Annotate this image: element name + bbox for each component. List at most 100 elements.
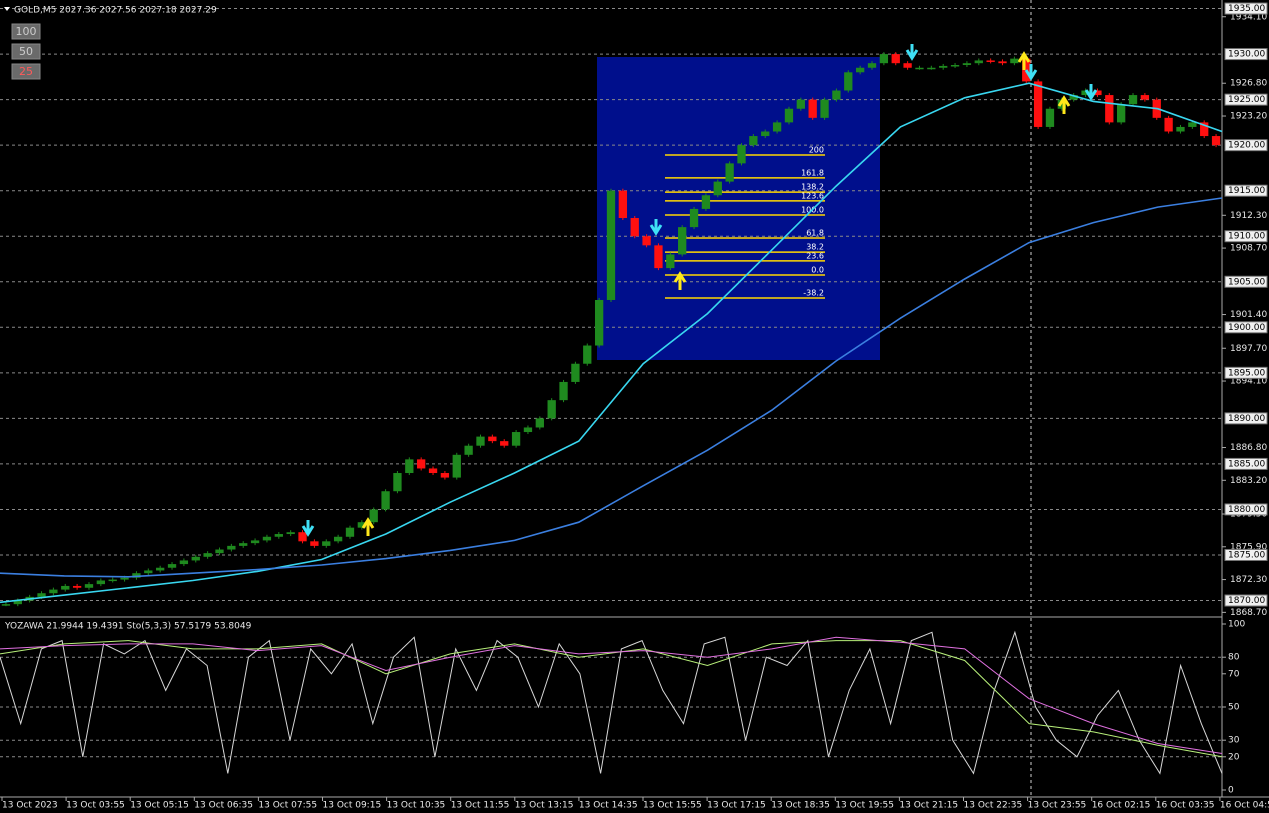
candle [998, 61, 1007, 64]
candle [1033, 81, 1043, 127]
candle [250, 540, 260, 544]
candle [820, 99, 829, 118]
indicator-line [0, 636, 1223, 754]
scale-button-label[interactable]: 100 [16, 25, 37, 38]
level-label-box [1224, 275, 1268, 288]
fib-label: 200 [809, 145, 824, 154]
level-label: 1905.00 [1228, 277, 1265, 287]
chart-title: GOLD,M5 2027.36 2027.56 2027.18 2027.29 [14, 6, 217, 16]
candle [761, 131, 770, 137]
candle [1117, 104, 1126, 123]
candle [120, 577, 129, 580]
level-label-box [1224, 503, 1268, 516]
candle [1140, 95, 1150, 100]
candle [488, 436, 497, 442]
indicator-title: YOZAWA 21.9944 19.4391 Sto(5,3,3) 57.517… [4, 622, 252, 632]
menu-triangle [4, 7, 10, 11]
candle [927, 67, 936, 70]
x-tick-label: 13 Oct 10:35 [387, 801, 446, 811]
candle [891, 54, 900, 64]
y-tick-label: 1901.40 [1230, 310, 1267, 320]
level-label: 1920.00 [1228, 141, 1265, 151]
x-tick-label: 13 Oct 21:15 [899, 801, 958, 811]
x-tick-label: 13 Oct 23:55 [1028, 801, 1087, 811]
candle [452, 454, 461, 478]
candle [239, 543, 248, 546]
level-label-box [1224, 321, 1268, 334]
level-label: 1930.00 [1228, 50, 1265, 60]
candle [322, 541, 331, 546]
candle [1045, 108, 1055, 127]
fib-label: -38.2 [803, 288, 824, 297]
candle [832, 90, 841, 100]
candle [571, 363, 580, 382]
candle [227, 545, 236, 550]
y-tick-label: 50 [1228, 703, 1240, 713]
candle [1188, 122, 1197, 127]
candle [879, 54, 889, 64]
candle [108, 579, 117, 582]
scale-button[interactable] [11, 23, 41, 40]
y-tick-label: 20 [1228, 752, 1240, 762]
candle [713, 181, 722, 196]
signal-arrows [301, 44, 1098, 537]
fib-label: 0.0 [811, 266, 824, 275]
scale-button-label[interactable]: 25 [19, 65, 33, 78]
candle [262, 536, 272, 541]
candle [381, 491, 390, 510]
level-label-box [1224, 548, 1268, 561]
y-tick-label: 70 [1228, 669, 1240, 679]
scale-button[interactable] [11, 43, 41, 60]
level-label: 1895.00 [1228, 368, 1265, 378]
level-label: 1885.00 [1228, 459, 1265, 469]
fib-label: 138.2 [801, 183, 824, 192]
candle [772, 122, 782, 132]
candle [393, 473, 402, 492]
candle [547, 400, 556, 419]
sell-arrow [301, 44, 1098, 537]
fib-label: 23.6 [806, 251, 824, 260]
candle [274, 534, 283, 537]
candle [500, 441, 509, 446]
x-tick-label: 13 Oct 07:55 [258, 801, 317, 811]
x-tick-label: 13 Oct 06:35 [194, 801, 253, 811]
y-tick-label: 80 [1228, 653, 1240, 663]
candle [606, 190, 616, 300]
level-label-box [1224, 48, 1268, 61]
moving-average [0, 82, 1223, 604]
candle [796, 99, 805, 109]
candle [666, 254, 675, 269]
candle [310, 541, 319, 546]
candle [405, 459, 414, 474]
candle [784, 108, 794, 123]
candle [678, 227, 687, 255]
candle [191, 556, 200, 561]
candle [950, 65, 960, 67]
y-tick-label: 1897.70 [1230, 344, 1267, 354]
candle [1211, 136, 1221, 146]
x-tick-label: 16 Oct 02:15 [1092, 801, 1151, 811]
fib-label: 61.8 [806, 228, 824, 237]
scale-button-label[interactable]: 50 [19, 45, 33, 58]
candle [642, 236, 651, 246]
candle [84, 584, 94, 588]
candle [215, 549, 224, 554]
y-tick-label: 100 [1228, 620, 1245, 630]
y-tick-label: 1934.10 [1230, 12, 1267, 22]
scale-button[interactable] [11, 63, 41, 80]
candle [96, 580, 105, 585]
level-label: 1890.00 [1228, 414, 1265, 424]
x-tick-label: 16 Oct 03:35 [1156, 801, 1215, 811]
level-label: 1925.00 [1228, 95, 1265, 105]
candle [974, 60, 983, 64]
y-tick-label: 30 [1228, 736, 1240, 746]
candle [1176, 126, 1185, 132]
level-label-box [1224, 412, 1268, 425]
level-label: 1915.00 [1228, 186, 1265, 196]
fib-label: 123.6 [801, 191, 824, 200]
y-tick-label: 1894.10 [1230, 377, 1267, 387]
level-label-box [1224, 139, 1268, 152]
candle [464, 445, 473, 455]
zone-rectangle [597, 57, 880, 360]
